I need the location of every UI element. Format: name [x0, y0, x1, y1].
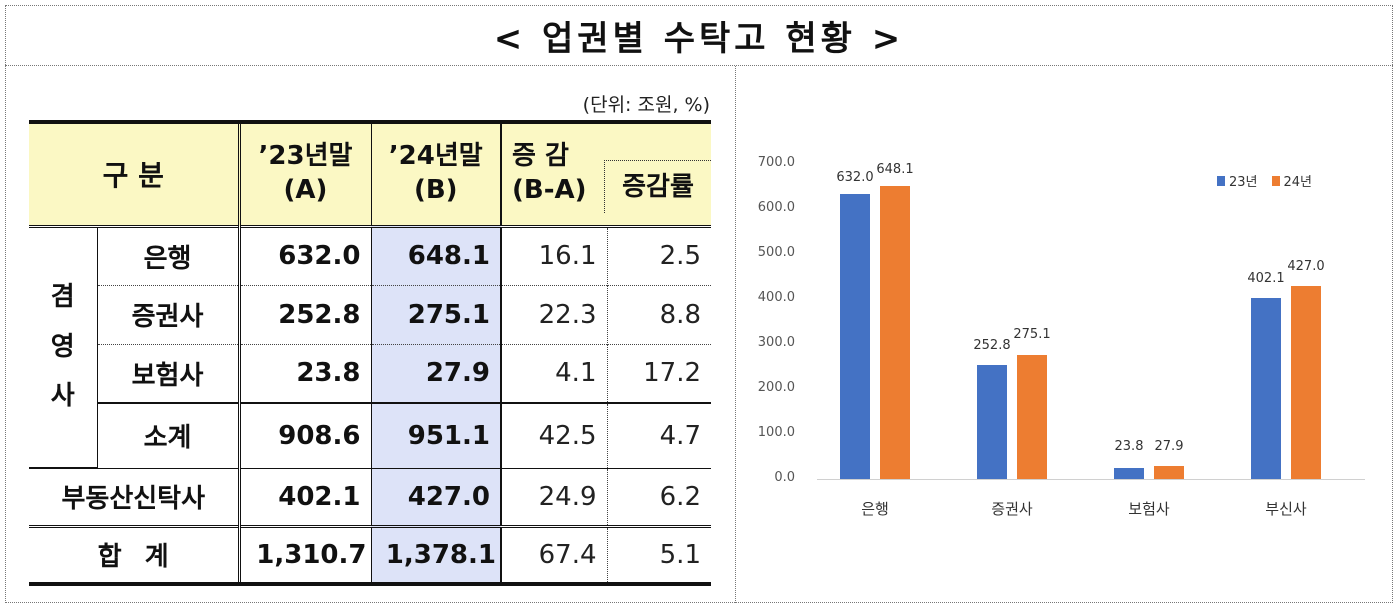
group-label: 겸 영 사 — [29, 226, 98, 469]
bar-24-realestate — [1291, 286, 1321, 479]
table-row-subtotal: 소계 908.6 951.1 42.5 4.7 — [29, 402, 711, 468]
bar-value-label: 632.0 — [836, 170, 874, 185]
legend-swatch-23 — [1217, 175, 1225, 186]
cell-rate: 5.1 — [659, 539, 701, 570]
title-row: < 업권별 수탁고 현황 > — [5, 5, 1393, 66]
cell-a: 252.8 — [239, 285, 372, 344]
cell-diff: 42.5 — [501, 403, 608, 468]
group-label-char: 영 — [50, 331, 75, 362]
legend-label-24: 24년 — [1283, 175, 1313, 190]
y-tick: 600.0 — [757, 200, 795, 215]
row-name: 합 계 — [29, 526, 241, 584]
header-diff: 증 감 (B-A) — [501, 122, 607, 226]
row-name: 은행 — [97, 226, 241, 285]
row-name: 부동산신탁사 — [29, 468, 241, 526]
bar-chart: 0.0 100.0 200.0 300.0 400.0 500.0 600.0 … — [745, 140, 1385, 540]
cell-diff: 16.1 — [501, 226, 608, 285]
legend-label-23: 23년 — [1229, 175, 1258, 190]
y-tick: 0.0 — [774, 470, 795, 485]
cell-rate: 6.2 — [659, 481, 701, 512]
table-row: 부동산신탁사 402.1 427.0 24.9 6.2 — [29, 468, 711, 526]
group-label-char: 사 — [50, 380, 75, 411]
bar-value-label: 275.1 — [1013, 327, 1051, 342]
cell-b: 275.1 — [371, 285, 502, 344]
legend-swatch-24 — [1271, 175, 1280, 186]
row-name: 보험사 — [97, 344, 241, 403]
x-category: 증권사 — [991, 500, 1033, 518]
bar-value-label: 648.1 — [876, 162, 914, 177]
bar-23-bank — [840, 194, 870, 479]
cell-b: 648.1 — [371, 226, 502, 285]
cell-a: 908.6 — [239, 403, 372, 468]
bar-24-bank — [880, 186, 910, 479]
table-row-total: 합 계 1,310.7 1,378.1 67.4 5.1 — [29, 526, 711, 584]
header-col-a-code: (A) — [283, 175, 328, 206]
bar-value-label: 427.0 — [1287, 259, 1325, 274]
y-tick: 100.0 — [757, 425, 795, 440]
cell-b: 27.9 — [371, 344, 502, 403]
header-col-a-year: ’23년말 — [258, 141, 353, 172]
group-label-char: 겸 — [50, 282, 75, 313]
page-frame — [5, 5, 1393, 603]
cell-b: 1,378.1 — [371, 526, 502, 584]
cell-a: 1,310.7 — [239, 526, 372, 584]
cell-a: 23.8 — [239, 344, 372, 403]
cell-a: 632.0 — [239, 226, 372, 285]
cell-rate: 8.8 — [659, 299, 701, 330]
y-tick: 500.0 — [757, 245, 795, 260]
row-name: 소계 — [97, 402, 241, 468]
bar-24-insurance — [1154, 466, 1184, 479]
cell-diff: 22.3 — [501, 285, 608, 344]
section-divider — [735, 66, 736, 603]
unit-note: (단위: 조원, %) — [582, 94, 710, 116]
header-col-a: ’23년말 (A) — [239, 122, 372, 226]
bar-23-insurance — [1114, 468, 1144, 479]
cell-diff: 24.9 — [501, 468, 608, 526]
bar-value-label: 23.8 — [1114, 439, 1144, 454]
header-diff-code: (B-A) — [512, 175, 587, 206]
deposit-table: 구 분 ’23년말 (A) ’24년말 (B) 증 감 (B-A) 증감률 겸 … — [29, 120, 711, 586]
cell-b: 951.1 — [371, 403, 502, 468]
bar-value-label: 27.9 — [1154, 439, 1184, 454]
cell-a: 402.1 — [239, 468, 372, 526]
y-tick: 700.0 — [757, 155, 795, 170]
header-col-b-code: (B) — [413, 175, 458, 206]
x-category: 보험사 — [1128, 500, 1170, 518]
header-col-b-year: ’24년말 — [388, 141, 483, 172]
cell-b: 427.0 — [371, 468, 502, 526]
cell-rate: 17.2 — [643, 358, 701, 389]
bar-value-label: 252.8 — [973, 338, 1011, 353]
row-name: 증권사 — [97, 285, 241, 344]
header-rate-cell: 증감률 — [604, 122, 711, 226]
y-tick: 200.0 — [757, 380, 795, 395]
bar-23-realestate — [1251, 298, 1281, 479]
cell-diff: 67.4 — [501, 526, 608, 584]
table-row: 겸 영 사 은행 632.0 648.1 16.1 2.5 — [29, 226, 711, 469]
header-col-b: ’24년말 (B) — [371, 122, 502, 226]
table-row: 증권사 252.8 275.1 22.3 8.8 — [29, 285, 711, 344]
bar-23-securities — [977, 365, 1007, 479]
cell-rate: 4.7 — [659, 420, 701, 451]
header-rate: 증감률 — [604, 159, 711, 213]
y-tick: 400.0 — [757, 290, 795, 305]
header-category: 구 분 — [29, 122, 241, 226]
cell-diff: 4.1 — [501, 344, 608, 403]
y-tick: 300.0 — [757, 335, 795, 350]
cell-rate: 2.5 — [659, 241, 701, 271]
bar-24-securities — [1017, 355, 1047, 479]
chart-legend: 23년 24년 — [1217, 171, 1312, 190]
bar-value-label: 402.1 — [1247, 271, 1285, 286]
table-row: 보험사 23.8 27.9 4.1 17.2 — [29, 344, 711, 403]
header-diff-label: 증 감 — [512, 141, 569, 172]
x-axis-line — [817, 479, 1365, 480]
x-category: 은행 — [861, 500, 889, 518]
x-category: 부신사 — [1265, 500, 1307, 518]
page-title: < 업권별 수탁고 현황 > — [493, 18, 905, 59]
